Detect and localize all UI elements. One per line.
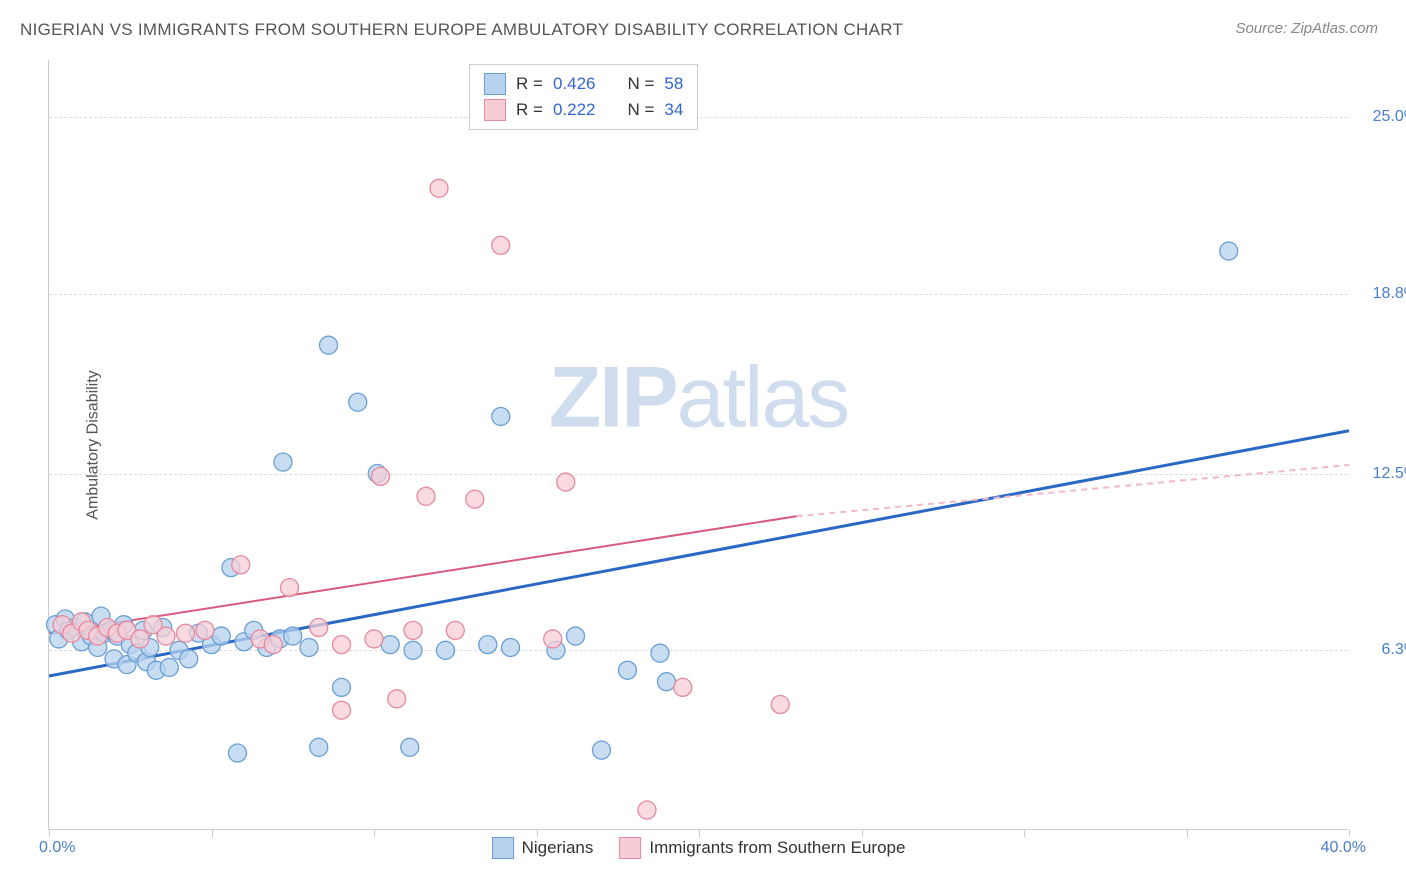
data-point-nigerians xyxy=(212,627,230,645)
data-point-nigerians xyxy=(502,638,520,656)
data-point-southern_europe xyxy=(333,636,351,654)
plot-region: Ambulatory Disability 6.3%12.5%18.8%25.0… xyxy=(48,60,1348,830)
y-tick-label: 18.8% xyxy=(1373,285,1406,303)
legend-label-southern-europe: Immigrants from Southern Europe xyxy=(649,838,905,858)
data-point-southern_europe xyxy=(446,621,464,639)
data-point-southern_europe xyxy=(544,630,562,648)
data-point-southern_europe xyxy=(281,579,299,597)
legend-swatch-nigerians xyxy=(492,837,514,859)
data-point-nigerians xyxy=(1220,242,1238,260)
legend-item-nigerians: Nigerians xyxy=(492,837,594,859)
data-point-nigerians xyxy=(401,738,419,756)
stats-row-nigerians: R = 0.426 N = 58 xyxy=(484,71,683,97)
data-point-nigerians xyxy=(160,658,178,676)
data-point-nigerians xyxy=(349,393,367,411)
data-point-southern_europe xyxy=(430,179,448,197)
scatter-svg xyxy=(49,60,1349,830)
n-value-nigerians: 58 xyxy=(664,74,683,94)
n-value-southern-europe: 34 xyxy=(664,100,683,120)
data-point-southern_europe xyxy=(232,556,250,574)
data-point-southern_europe xyxy=(372,467,390,485)
n-label: N = xyxy=(627,100,654,120)
data-point-nigerians xyxy=(284,627,302,645)
y-tick-label: 12.5% xyxy=(1373,465,1406,483)
r-value-southern-europe: 0.222 xyxy=(553,100,596,120)
x-tick xyxy=(49,829,50,837)
x-tick xyxy=(1187,829,1188,837)
data-point-nigerians xyxy=(274,453,292,471)
data-point-southern_europe xyxy=(404,621,422,639)
data-point-southern_europe xyxy=(466,490,484,508)
chart-title: NIGERIAN VS IMMIGRANTS FROM SOUTHERN EUR… xyxy=(20,20,903,40)
data-point-southern_europe xyxy=(264,636,282,654)
data-point-nigerians xyxy=(180,650,198,668)
data-point-nigerians xyxy=(229,744,247,762)
data-point-nigerians xyxy=(320,336,338,354)
data-point-southern_europe xyxy=(388,690,406,708)
data-point-nigerians xyxy=(437,641,455,659)
data-point-southern_europe xyxy=(492,236,510,254)
chart-area: Ambulatory Disability 6.3%12.5%18.8%25.0… xyxy=(48,60,1348,830)
data-point-southern_europe xyxy=(674,678,692,696)
x-tick xyxy=(699,829,700,837)
legend-label-nigerians: Nigerians xyxy=(522,838,594,858)
correlation-stats-box: R = 0.426 N = 58 R = 0.222 N = 34 xyxy=(469,64,698,130)
y-tick-label: 25.0% xyxy=(1373,108,1406,126)
x-axis-max-label: 40.0% xyxy=(1321,839,1366,857)
source-attribution: Source: ZipAtlas.com xyxy=(1235,20,1378,37)
data-point-southern_europe xyxy=(131,630,149,648)
data-point-southern_europe xyxy=(771,696,789,714)
data-point-nigerians xyxy=(567,627,585,645)
data-point-nigerians xyxy=(300,638,318,656)
trendline-dash-southern_europe xyxy=(797,465,1350,516)
data-point-nigerians xyxy=(619,661,637,679)
swatch-nigerians xyxy=(484,73,506,95)
data-point-southern_europe xyxy=(177,624,195,642)
legend: Nigerians Immigrants from Southern Europ… xyxy=(492,837,906,859)
r-value-nigerians: 0.426 xyxy=(553,74,596,94)
x-axis-min-label: 0.0% xyxy=(39,839,75,857)
data-point-nigerians xyxy=(333,678,351,696)
data-point-nigerians xyxy=(492,407,510,425)
r-label: R = xyxy=(516,100,543,120)
x-tick xyxy=(862,829,863,837)
data-point-southern_europe xyxy=(196,621,214,639)
legend-swatch-southern-europe xyxy=(619,837,641,859)
data-point-southern_europe xyxy=(310,619,328,637)
swatch-southern-europe xyxy=(484,99,506,121)
data-point-nigerians xyxy=(310,738,328,756)
data-point-nigerians xyxy=(658,673,676,691)
data-point-southern_europe xyxy=(333,701,351,719)
data-point-nigerians xyxy=(404,641,422,659)
data-point-southern_europe xyxy=(365,630,383,648)
x-tick xyxy=(212,829,213,837)
x-tick xyxy=(1349,829,1350,837)
x-tick xyxy=(374,829,375,837)
data-point-nigerians xyxy=(593,741,611,759)
data-point-southern_europe xyxy=(157,627,175,645)
x-tick xyxy=(537,829,538,837)
data-point-southern_europe xyxy=(417,487,435,505)
data-point-nigerians xyxy=(651,644,669,662)
x-tick xyxy=(1024,829,1025,837)
legend-item-southern-europe: Immigrants from Southern Europe xyxy=(619,837,905,859)
data-point-nigerians xyxy=(381,636,399,654)
data-point-southern_europe xyxy=(638,801,656,819)
stats-row-southern-europe: R = 0.222 N = 34 xyxy=(484,97,683,123)
trendline-southern_europe xyxy=(49,516,797,633)
n-label: N = xyxy=(627,74,654,94)
data-point-nigerians xyxy=(479,636,497,654)
r-label: R = xyxy=(516,74,543,94)
y-tick-label: 6.3% xyxy=(1382,641,1406,659)
data-point-southern_europe xyxy=(557,473,575,491)
